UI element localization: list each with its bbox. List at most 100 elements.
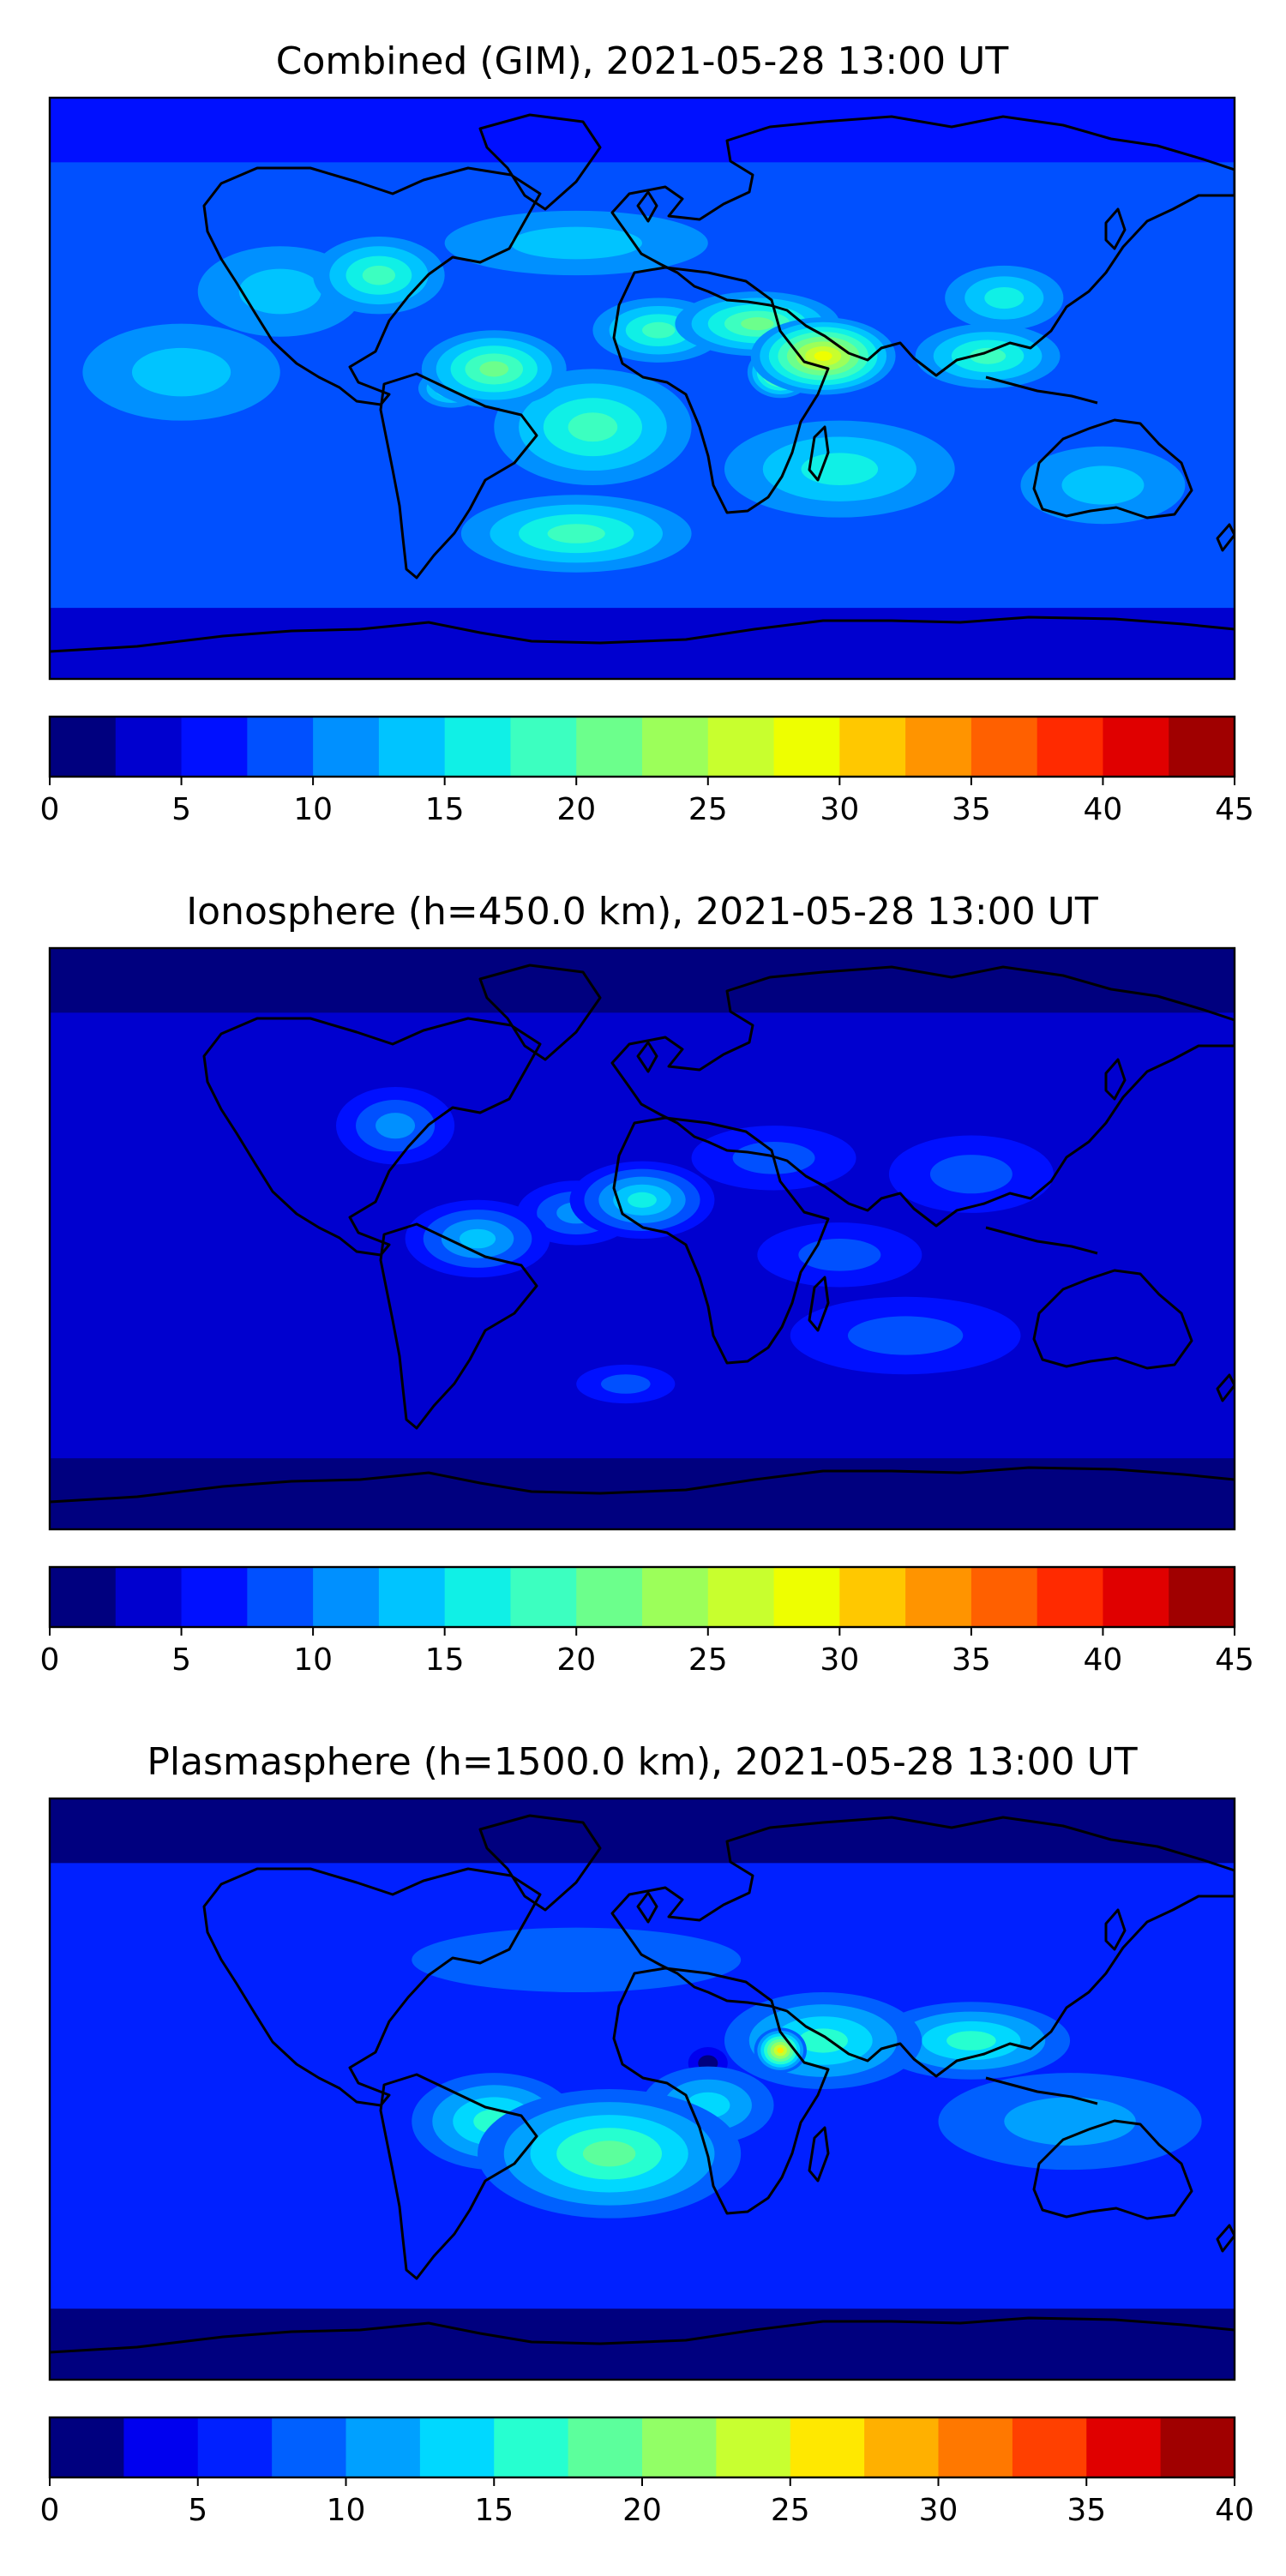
contour-level — [547, 524, 605, 543]
colorbar-tick-label: 30 — [820, 792, 859, 827]
colorbar-swatch — [1160, 2417, 1235, 2477]
colorbar-tick-label: 0 — [40, 2493, 60, 2528]
coast-new-zealand — [1216, 1373, 1235, 1402]
colorbar-swatch — [642, 1567, 709, 1627]
colorbar-swatch — [1103, 1567, 1169, 1627]
colorbar-swatch — [181, 717, 248, 777]
colorbar: 0 5 10 15 20 25 30 35 40 45 — [40, 715, 1254, 827]
coastlines — [50, 113, 1235, 653]
contour-level — [1004, 2097, 1136, 2146]
colorbar-swatch — [790, 2417, 865, 2477]
contour-level — [1061, 465, 1145, 505]
colorbar-swatch — [444, 1567, 512, 1627]
field-polar-band — [50, 948, 1235, 1013]
coast-madagascar — [808, 2126, 830, 2183]
contour-level — [568, 412, 618, 442]
colorbar: 0 5 10 15 20 25 30 35 40 — [40, 2416, 1254, 2528]
colorbar-swatch — [494, 2417, 569, 2477]
colorbar-swatch — [247, 717, 314, 777]
colorbar-swatch — [576, 1567, 643, 1627]
colorbar-tick-label: 15 — [474, 2493, 514, 2528]
colorbar-swatch — [773, 1567, 840, 1627]
colorbar-swatch — [905, 717, 972, 777]
colorbar-swatch — [1169, 717, 1235, 777]
colorbar-tick-label: 20 — [556, 792, 596, 827]
map-frame — [48, 1797, 1236, 2381]
contour-level — [814, 351, 832, 361]
colorbar-tick-label: 10 — [293, 1642, 333, 1678]
colorbar-tick-label: 20 — [622, 2493, 662, 2528]
colorbar-swatch — [123, 2417, 199, 2477]
tec-field — [50, 1798, 1235, 2380]
colorbar-swatch — [576, 717, 643, 777]
contour-level — [642, 321, 676, 339]
colorbar-swatch — [197, 2417, 273, 2477]
contour-level — [131, 347, 231, 397]
contour-level — [777, 2047, 784, 2054]
colorbar-tick-label: 0 — [40, 1642, 60, 1678]
coast-north-america — [202, 1017, 542, 1257]
colorbar-tick-label: 25 — [688, 1642, 728, 1678]
colorbar-swatch — [50, 1567, 117, 1627]
coast-antarctica — [50, 1466, 1235, 1504]
colorbar-swatch — [115, 717, 183, 777]
colorbar-swatch — [642, 2417, 717, 2477]
panel-title: Plasmasphere (h=1500.0 km), 2021-05-28 1… — [147, 1740, 1137, 1784]
coast-indonesia — [985, 2076, 1098, 2105]
colorbar-tick-label: 30 — [919, 2493, 958, 2528]
colorbar-tick-label: 5 — [171, 792, 191, 827]
coast-eurasia — [610, 115, 1235, 377]
coast-greenland — [478, 113, 602, 211]
coast-uk — [636, 1041, 658, 1073]
colorbar-swatch — [864, 2417, 940, 2477]
panel-ionosphere: Ionosphere (h=450.0 km), 2021-05-28 13:0… — [40, 890, 1254, 1678]
colorbar-swatch — [272, 2417, 347, 2477]
colorbar-tick-label: 25 — [771, 2493, 810, 2528]
coast-indonesia — [985, 1226, 1098, 1255]
colorbar-tick-label: 0 — [40, 792, 60, 827]
colorbar-tick-label: 35 — [952, 792, 991, 827]
field-polar-band — [50, 1458, 1235, 1529]
colorbar-swatch — [839, 717, 906, 777]
colorbar-swatch — [181, 1567, 248, 1627]
contour-level — [628, 1192, 657, 1208]
panel-title: Ionosphere (h=450.0 km), 2021-05-28 13:0… — [186, 890, 1098, 934]
colorbar-tick-label: 40 — [1215, 2493, 1254, 2528]
colorbar-tick-label: 25 — [688, 792, 728, 827]
colorbar-swatch — [115, 1567, 183, 1627]
colorbar-swatch — [707, 717, 775, 777]
colorbar-swatch — [707, 1567, 775, 1627]
coast-north-america — [202, 166, 542, 406]
coast-madagascar — [808, 1276, 830, 1332]
coast-new-zealand — [1216, 2224, 1235, 2253]
map-frame — [48, 946, 1236, 1531]
colorbar-swatch — [1012, 2417, 1087, 2477]
colorbar-tick-label: 30 — [820, 1642, 859, 1678]
colorbar-swatch — [378, 717, 446, 777]
field-polar-band — [50, 1798, 1235, 1864]
contour-level — [238, 268, 322, 315]
contour-level — [798, 1239, 881, 1271]
coast-eurasia — [610, 1816, 1235, 2078]
colorbar-swatch — [1103, 717, 1169, 777]
contour-level — [459, 1228, 496, 1249]
contour-level — [510, 226, 642, 260]
colorbar-swatch — [1086, 2417, 1162, 2477]
colorbar-swatch — [716, 2417, 791, 2477]
tec-field — [50, 98, 1235, 679]
colorbar-swatch — [905, 1567, 972, 1627]
colorbar-swatch — [510, 1567, 577, 1627]
colorbar-tick-label: 15 — [425, 792, 465, 827]
colorbar-swatch — [971, 717, 1038, 777]
colorbar-tick-label: 45 — [1215, 1642, 1254, 1678]
colorbar-swatch — [568, 2417, 643, 2477]
colorbar-tick-label: 10 — [327, 2493, 366, 2528]
colorbar-swatch — [346, 2417, 421, 2477]
panel-combined: Combined (GIM), 2021-05-28 13:00 UT 0 5 10… — [40, 39, 1254, 827]
coast-antarctica — [50, 615, 1235, 653]
map-frame — [48, 96, 1236, 681]
coastlines — [50, 1814, 1235, 2354]
colorbar-swatch — [1169, 1567, 1235, 1627]
colorbar-swatch — [938, 2417, 1013, 2477]
